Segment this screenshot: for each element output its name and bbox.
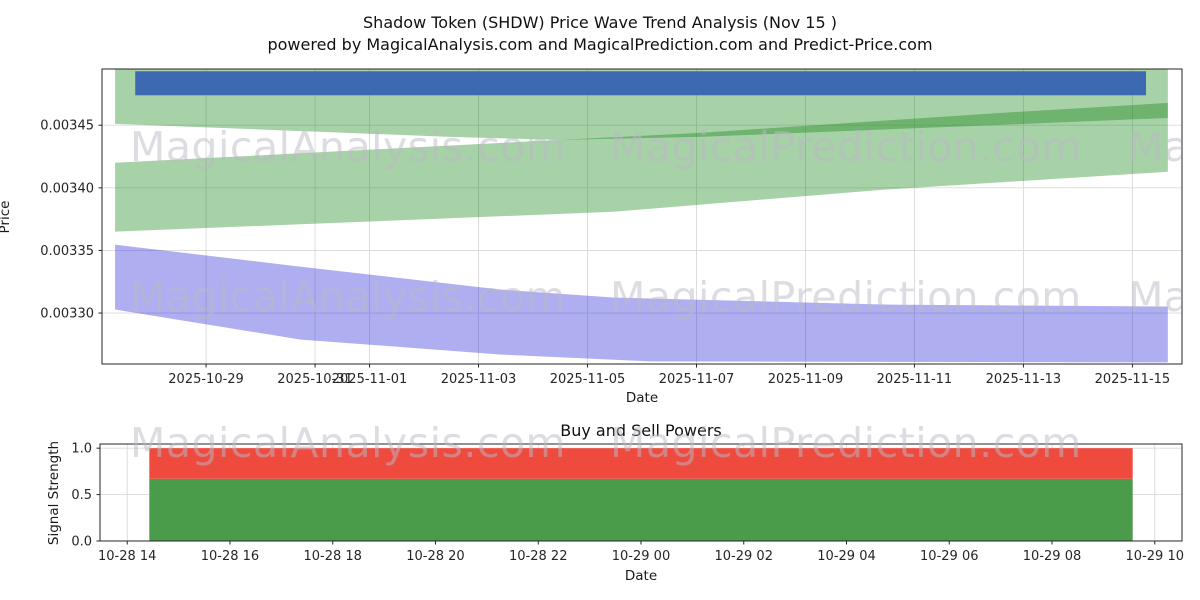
- x-tick-label: 2025-10-31: [277, 372, 353, 387]
- x-tick-label: 10-28 18: [304, 549, 362, 564]
- x-tick-label: 2025-10-29: [168, 372, 244, 387]
- x-tick-label: 10-29 06: [920, 549, 978, 564]
- y-tick-label: 0.00345: [40, 119, 94, 134]
- lower-support-band: [115, 244, 1168, 363]
- y-tick-label: 0.5: [71, 488, 92, 503]
- buy-power: [149, 478, 1133, 541]
- x-tick-label: 10-29 00: [612, 549, 670, 564]
- x-tick-label: 10-29 08: [1023, 549, 1081, 564]
- sell-power: [149, 448, 1133, 479]
- date-axis-title-bottom: Date: [624, 568, 658, 584]
- y-tick-label: 0.00340: [40, 181, 94, 196]
- x-tick-label: 2025-11-13: [986, 372, 1062, 387]
- x-tick-label: 2025-11-11: [877, 372, 953, 387]
- price-axis-title: Price: [0, 200, 13, 234]
- x-tick-label: 2025-11-03: [441, 372, 517, 387]
- x-tick-label: 10-29 10: [1126, 549, 1184, 564]
- x-tick-label: 2025-11-15: [1095, 372, 1171, 387]
- rising-trend-band: [115, 102, 1168, 232]
- x-tick-label: 10-28 16: [201, 549, 259, 564]
- signal-strength-axis-title: Signal Strength: [46, 440, 62, 546]
- buy-sell-powers-series-layer: [149, 448, 1133, 541]
- price-wave-series-layer: [115, 69, 1168, 363]
- x-tick-label: 2025-11-09: [768, 372, 844, 387]
- x-tick-label: 2025-11-01: [332, 372, 408, 387]
- y-tick-label: 0.00335: [40, 244, 94, 259]
- y-tick-label: 0.00330: [40, 307, 94, 322]
- x-tick-label: 2025-11-07: [659, 372, 735, 387]
- price-wave-plot-border: [101, 68, 1183, 365]
- x-tick-label: 2025-11-05: [550, 372, 626, 387]
- date-axis-title-top: Date: [625, 390, 659, 406]
- y-tick-label: 1.0: [71, 442, 92, 457]
- x-tick-label: 10-28 14: [98, 549, 156, 564]
- x-tick-label: 10-29 04: [817, 549, 875, 564]
- top-price-zone-bar: [135, 71, 1147, 96]
- y-tick-label: 0.0: [71, 535, 92, 550]
- x-tick-label: 10-28 20: [406, 549, 464, 564]
- figure-title: Shadow Token (SHDW) Price Wave Trend Ana…: [363, 13, 837, 32]
- x-tick-label: 10-29 02: [715, 549, 773, 564]
- x-tick-label: 10-28 22: [509, 549, 567, 564]
- figure-subtitle: powered by MagicalAnalysis.com and Magic…: [267, 35, 933, 54]
- buy-sell-powers-title: Buy and Sell Powers: [560, 421, 722, 440]
